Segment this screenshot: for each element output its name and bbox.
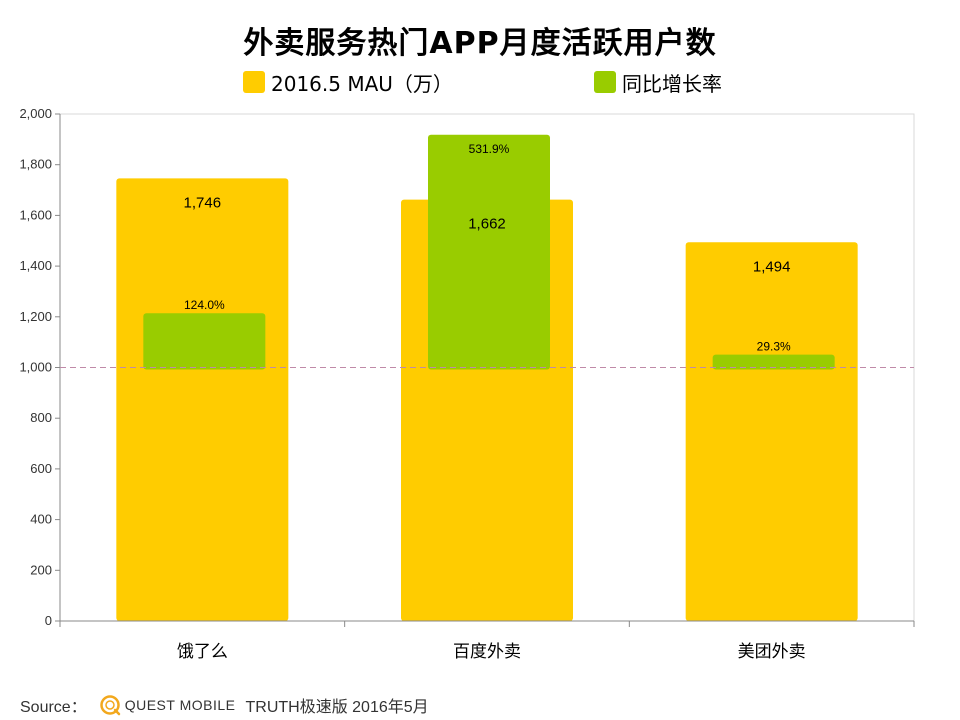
legend-swatch-growth (594, 71, 616, 93)
quest-mobile-logo: QUEST MOBILE (99, 694, 236, 716)
legend-label-growth: 同比增长率 (622, 71, 722, 96)
data-label-growth: 29.3% (757, 340, 791, 354)
data-label-mau: 1,662 (468, 216, 506, 233)
bar-mau (116, 178, 289, 621)
y-tick-label: 0 (45, 613, 52, 628)
y-tick-label: 2,000 (19, 106, 52, 121)
data-label-growth: 124.0% (184, 298, 225, 312)
legend-label-mau: 2016.5 MAU（万） (271, 71, 453, 96)
quest-mobile-logo-icon (99, 695, 120, 716)
legend-item-growth: 同比增长率 (594, 68, 722, 96)
y-tick-label: 200 (30, 562, 52, 577)
chart-title: 外卖服务热门APP月度活跃用户数 (243, 26, 717, 61)
y-tick-label: 1,400 (19, 258, 52, 273)
y-tick-label: 800 (30, 410, 52, 425)
logo-text: QUEST MOBILE (124, 697, 236, 713)
bar-growth (143, 313, 266, 370)
y-tick-label: 1,000 (19, 360, 52, 375)
bar-growth (712, 354, 835, 370)
source-footer: Source： QUEST MOBILE TRUTH极速版 2016年5月 (20, 692, 429, 718)
y-tick-label: 1,800 (19, 157, 52, 172)
y-tick-label: 1,600 (19, 207, 52, 222)
source-text: TRUTH极速版 2016年5月 (245, 699, 429, 716)
data-label-growth: 531.9% (469, 142, 510, 156)
data-label-mau: 1,746 (184, 194, 222, 211)
y-tick-label: 600 (30, 461, 52, 476)
legend-item-mau: 2016.5 MAU（万） (243, 68, 453, 96)
bar-growth (428, 134, 550, 370)
data-label-mau: 1,494 (753, 258, 791, 275)
bar-mau (685, 242, 858, 621)
y-tick-label: 400 (30, 512, 52, 527)
x-category-label: 百度外卖 (453, 642, 521, 662)
legend-swatch-mau (243, 71, 265, 93)
x-category-label: 美团外卖 (738, 642, 806, 662)
source-label: Source： (20, 699, 87, 716)
y-tick-label: 1,200 (19, 309, 52, 324)
bar-chart: 0 200 400 600 800 1,000 1,200 1,400 1,600 1,800 2,… (19, 106, 915, 662)
x-category-label: 饿了么 (177, 642, 228, 662)
